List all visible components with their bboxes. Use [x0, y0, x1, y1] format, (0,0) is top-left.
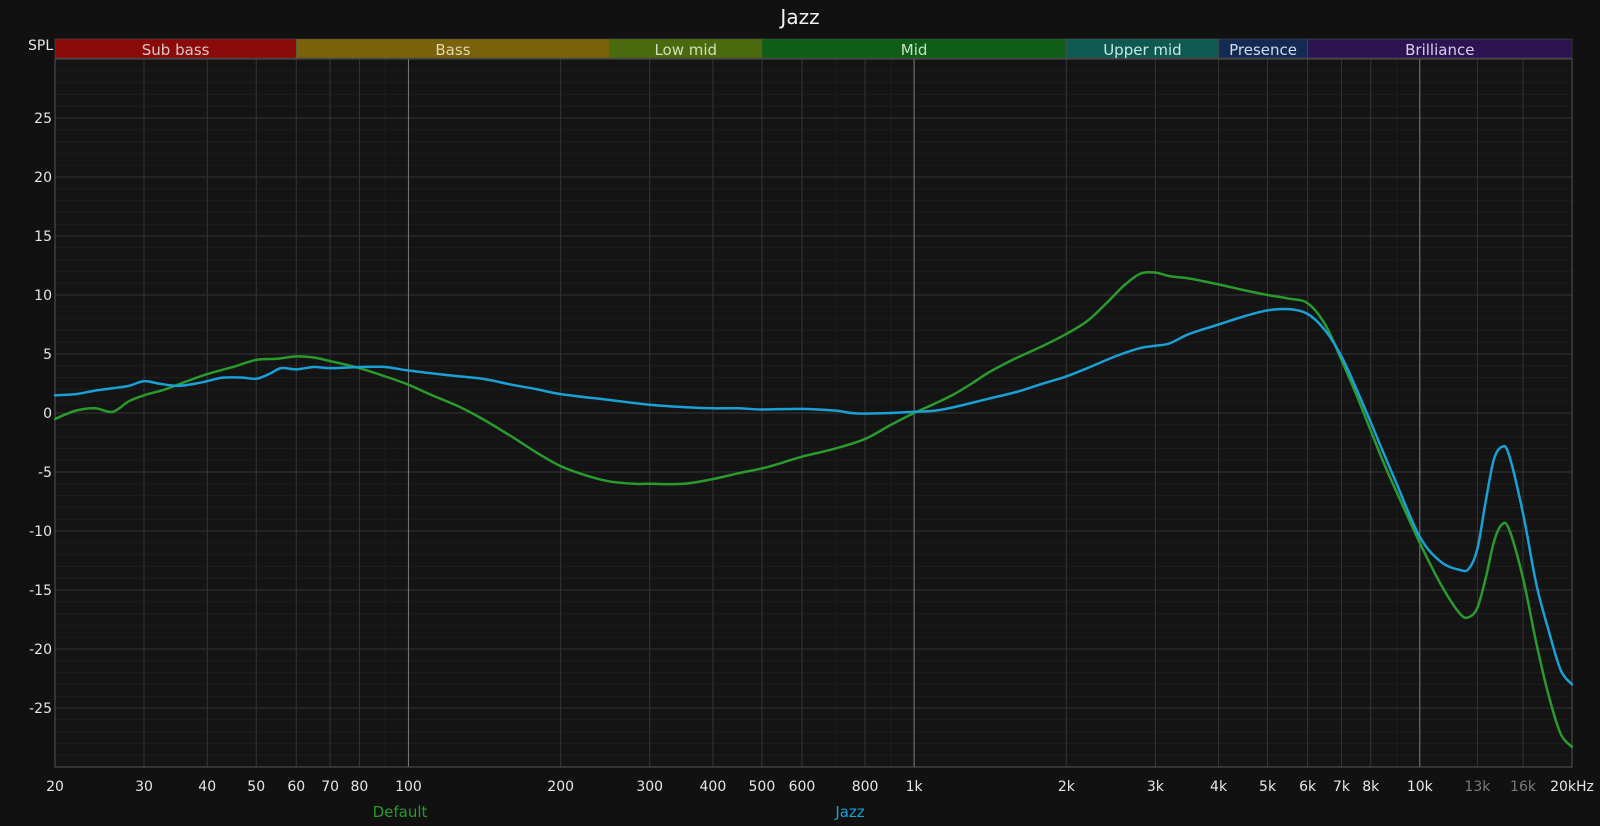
x-tick-label: 300	[636, 779, 663, 795]
legend-entry-default[interactable]: Default	[373, 803, 428, 821]
band-label-3: Mid	[901, 41, 928, 59]
x-tick-label: 2k	[1058, 779, 1076, 795]
x-tick-label: 400	[700, 779, 727, 795]
grid-lines	[54, 58, 1573, 768]
x-tick-label: 600	[789, 779, 816, 795]
x-tick-label: 500	[749, 779, 776, 795]
y-tick-label: -15	[29, 583, 52, 599]
x-unit-tick-label: 20kHz	[1550, 779, 1594, 795]
y-tick-label: -20	[29, 642, 52, 658]
y-tick-label: 20	[34, 170, 52, 186]
x-tick-label: 60	[287, 779, 305, 795]
y-tick-labels: 25 20 15 10 5 0 -5 -10 -15 -20 -25	[29, 111, 52, 717]
x-tick-label: 40	[198, 779, 216, 795]
y-tick-label: 15	[34, 229, 52, 245]
y-tick-label: 0	[43, 406, 52, 422]
plot-border	[54, 58, 1573, 768]
x-tick-label: 1k	[906, 779, 924, 795]
band-6	[1307, 38, 1573, 59]
y-tick-label: -10	[29, 524, 52, 540]
x-tick-label: 70	[321, 779, 339, 795]
series-line-jazz	[53, 307, 1574, 686]
y-tick-label: -25	[29, 701, 52, 717]
x-tick-label: 80	[351, 779, 369, 795]
chart-title: Jazz	[778, 5, 819, 29]
frequency-bands: Sub bass Bass Low mid Mid Upper mid Presence B…	[54, 38, 1573, 59]
x-tick-label: 8k	[1362, 779, 1380, 795]
x-tick-label: 6k	[1299, 779, 1317, 795]
band-label-0: Sub bass	[142, 41, 210, 59]
series-lines	[53, 270, 1574, 749]
x-tick-label: 100	[395, 779, 422, 795]
band-label-4: Upper mid	[1103, 41, 1182, 59]
legend: Default Jazz	[373, 803, 865, 821]
band-label-6: Brilliance	[1405, 41, 1474, 59]
x-tick-label: 7k	[1333, 779, 1351, 795]
x-tick-label: 13k	[1464, 779, 1491, 795]
band-label-1: Bass	[435, 41, 470, 59]
x-tick-label: 200	[547, 779, 574, 795]
band-label-5: Presence	[1229, 41, 1297, 59]
x-tick-label: 16k	[1510, 779, 1537, 795]
y-tick-label: -5	[38, 465, 52, 481]
y-tick-label: 25	[34, 111, 52, 127]
x-tick-label: 50	[247, 779, 265, 795]
y-tick-label: 5	[43, 347, 52, 363]
x-tick-label: 5k	[1259, 779, 1277, 795]
x-tick-label: 4k	[1210, 779, 1228, 795]
y-tick-label: 10	[34, 288, 52, 304]
legend-entry-jazz[interactable]: Jazz	[834, 803, 864, 821]
y-axis-label: SPL	[28, 38, 53, 54]
band-label-2: Low mid	[654, 41, 717, 59]
x-tick-labels: 20 30 40 50 60 70 80 100 200 300 400 500 600 800 1k 2k 3…	[46, 779, 1537, 795]
x-tick-label: 20	[46, 779, 64, 795]
x-tick-label: 30	[135, 779, 153, 795]
series-line-default	[53, 270, 1574, 749]
x-tick-label: 3k	[1147, 779, 1165, 795]
x-tick-label: 800	[852, 779, 879, 795]
x-tick-label: 10k	[1407, 779, 1434, 795]
